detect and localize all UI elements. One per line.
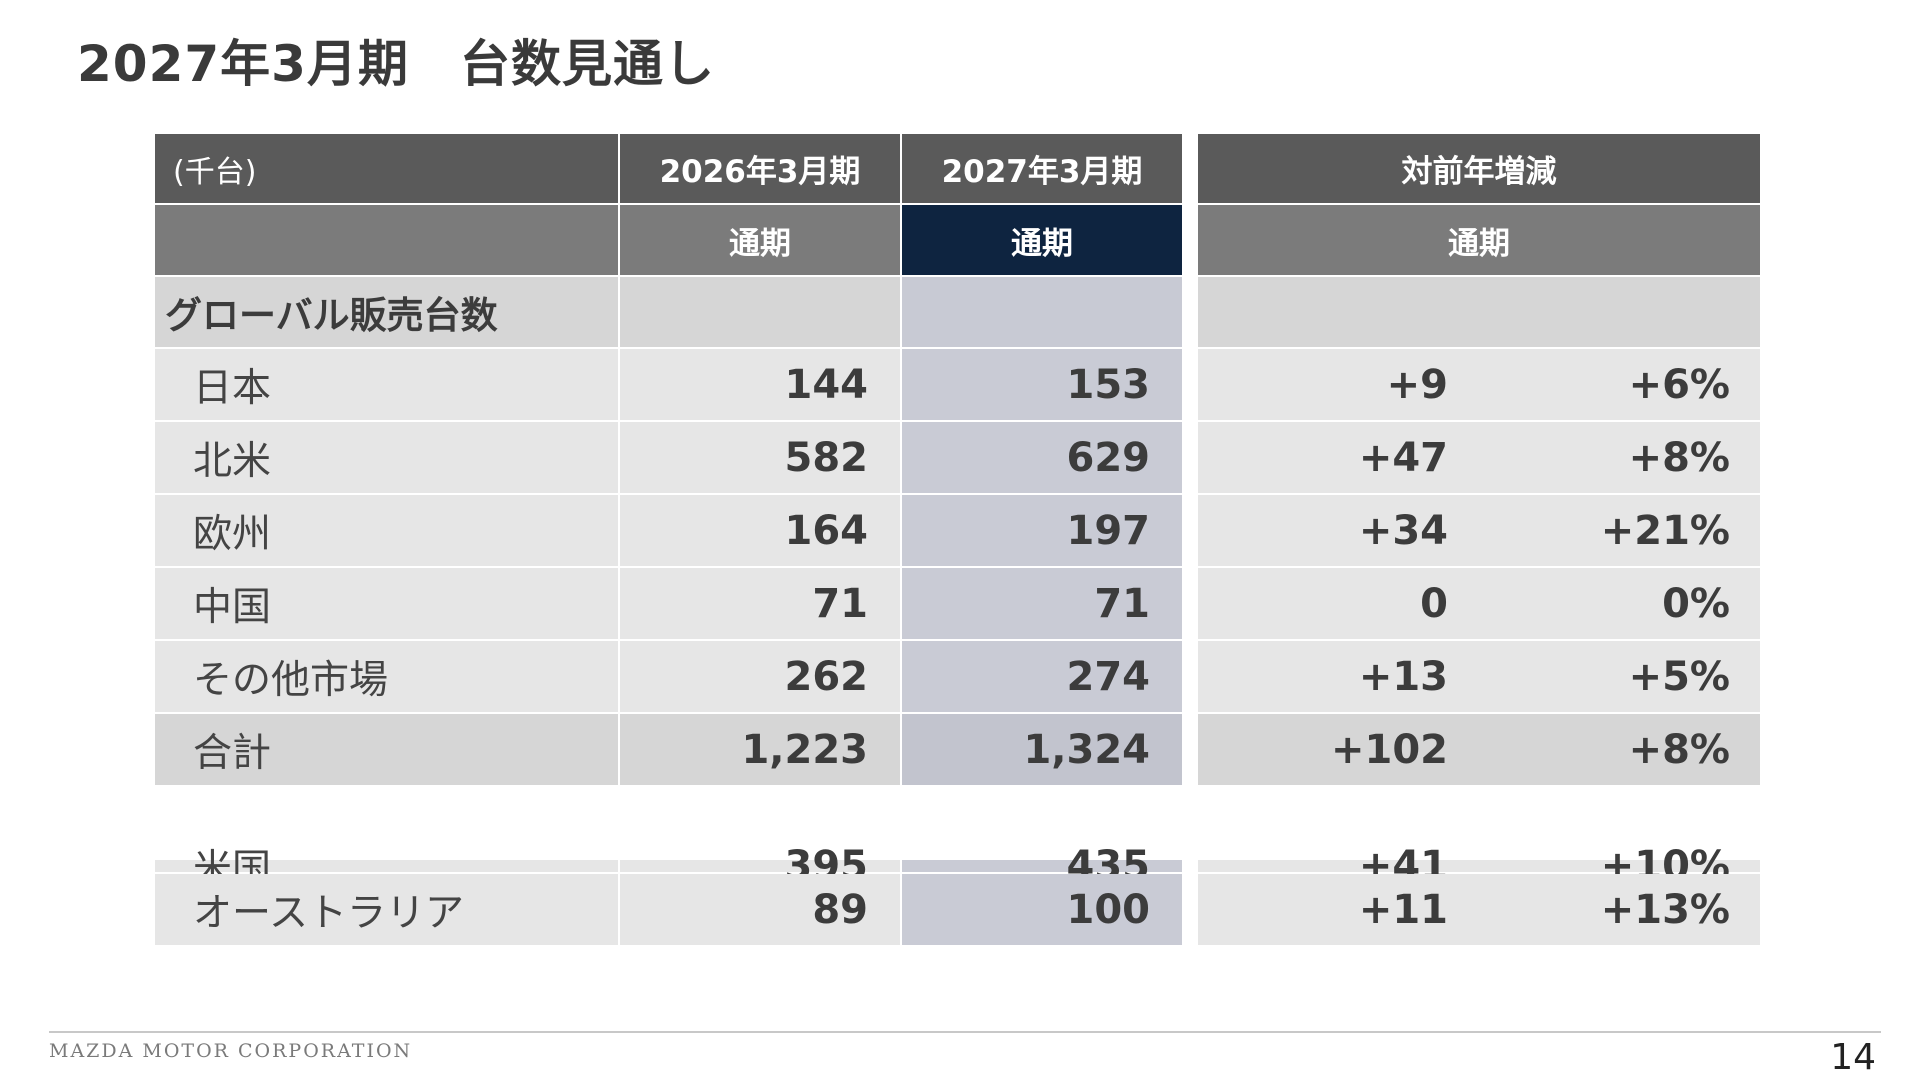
section-blank — [620, 277, 902, 349]
column-header-yoy-change: 対前年増減 — [1198, 134, 1762, 205]
row-spacer — [902, 787, 1184, 860]
yoy-percent: +8% — [1628, 434, 1730, 481]
value-fy2027: 629 — [902, 422, 1184, 495]
yoy-percent: +10% — [1600, 843, 1730, 889]
value-fy2026: 582 — [620, 422, 902, 495]
unit-label: (千台) — [155, 134, 620, 205]
value-fy2027: 197 — [902, 495, 1184, 568]
yoy-percent: +8% — [1628, 726, 1730, 773]
page-title: 2027年3月期 台数見通し — [77, 35, 715, 93]
row-label-australia: オーストラリア — [155, 874, 620, 947]
yoy-percent: 0% — [1662, 580, 1730, 627]
yoy-diff: +102 — [1330, 726, 1448, 773]
value-fy2026: 144 — [620, 349, 902, 422]
section-blank — [1198, 277, 1762, 349]
row-spacer — [620, 787, 902, 860]
row-label-japan: 日本 — [155, 349, 620, 422]
yoy-diff: +47 — [1358, 434, 1448, 481]
value-fy2027: 153 — [902, 349, 1184, 422]
section-label: グローバル販売台数 — [155, 277, 620, 349]
column-gap — [1184, 568, 1198, 641]
row-label-europe: 欧州 — [155, 495, 620, 568]
row-spacer — [1184, 787, 1198, 860]
row-spacer — [155, 787, 620, 860]
yoy-percent: +21% — [1600, 507, 1730, 554]
column-gap — [1184, 495, 1198, 568]
yoy-percent: +5% — [1628, 653, 1730, 700]
value-fy2027: 100 — [902, 874, 1184, 947]
column-gap — [1184, 860, 1198, 874]
yoy-change-cell: +41 +10% — [1198, 843, 1762, 889]
total-yoy-change-cell: +102 +8% — [1198, 714, 1762, 787]
yoy-change-cell: +11 +13% — [1198, 874, 1762, 947]
yoy-percent: +13% — [1600, 886, 1730, 933]
row-spacer — [1198, 787, 1762, 860]
value-fy2027: 274 — [902, 641, 1184, 714]
company-footer: MAZDA MOTOR CORPORATION — [49, 1040, 413, 1062]
yoy-diff: +11 — [1358, 886, 1448, 933]
yoy-percent: +6% — [1628, 361, 1730, 408]
row-label-usa: 米国 — [155, 847, 620, 892]
yoy-change-cell: +9 +6% — [1198, 349, 1762, 422]
value-fy2026: 395 — [620, 843, 902, 889]
column-gap — [1184, 422, 1198, 495]
yoy-change-cell: +13 +5% — [1198, 641, 1762, 714]
subheader-fy2026: 通期 — [620, 205, 902, 277]
column-gap — [1184, 714, 1198, 787]
yoy-diff: 0 — [1420, 580, 1448, 627]
value-fy2026: 164 — [620, 495, 902, 568]
column-gap — [1184, 277, 1198, 349]
column-gap — [1184, 134, 1198, 205]
column-header-fy2027: 2027年3月期 — [902, 134, 1184, 205]
value-fy2026: 71 — [620, 568, 902, 641]
page-number: 14 — [1830, 1037, 1876, 1078]
yoy-diff: +41 — [1358, 843, 1448, 889]
value-fy2026: 89 — [620, 874, 902, 947]
subheader-blank — [155, 205, 620, 277]
subheader-fy2027: 通期 — [902, 205, 1184, 277]
footer-divider — [49, 1031, 1881, 1033]
value-fy2026: 262 — [620, 641, 902, 714]
column-gap — [1184, 641, 1198, 714]
row-label-total: 合計 — [155, 714, 620, 787]
total-fy2026: 1,223 — [620, 714, 902, 787]
column-gap — [1184, 349, 1198, 422]
column-gap — [1184, 874, 1198, 947]
row-label-china: 中国 — [155, 568, 620, 641]
yoy-diff: +13 — [1358, 653, 1448, 700]
total-fy2027: 1,324 — [902, 714, 1184, 787]
yoy-diff: +9 — [1386, 361, 1448, 408]
row-label-other-markets: その他市場 — [155, 641, 620, 714]
value-fy2027: 435 — [902, 843, 1184, 889]
yoy-change-cell: 0 0% — [1198, 568, 1762, 641]
subheader-yoy-change: 通期 — [1198, 205, 1762, 277]
yoy-change-cell: +34 +21% — [1198, 495, 1762, 568]
value-fy2027: 71 — [902, 568, 1184, 641]
section-blank — [902, 277, 1184, 349]
yoy-diff: +34 — [1358, 507, 1448, 554]
yoy-change-cell: +47 +8% — [1198, 422, 1762, 495]
column-header-fy2026: 2026年3月期 — [620, 134, 902, 205]
sales-volume-table: (千台) 2026年3月期 2027年3月期 対前年増減 通期 通期 通期 グロ… — [155, 134, 1762, 1020]
row-label-north-america: 北米 — [155, 422, 620, 495]
column-gap — [1184, 205, 1198, 277]
